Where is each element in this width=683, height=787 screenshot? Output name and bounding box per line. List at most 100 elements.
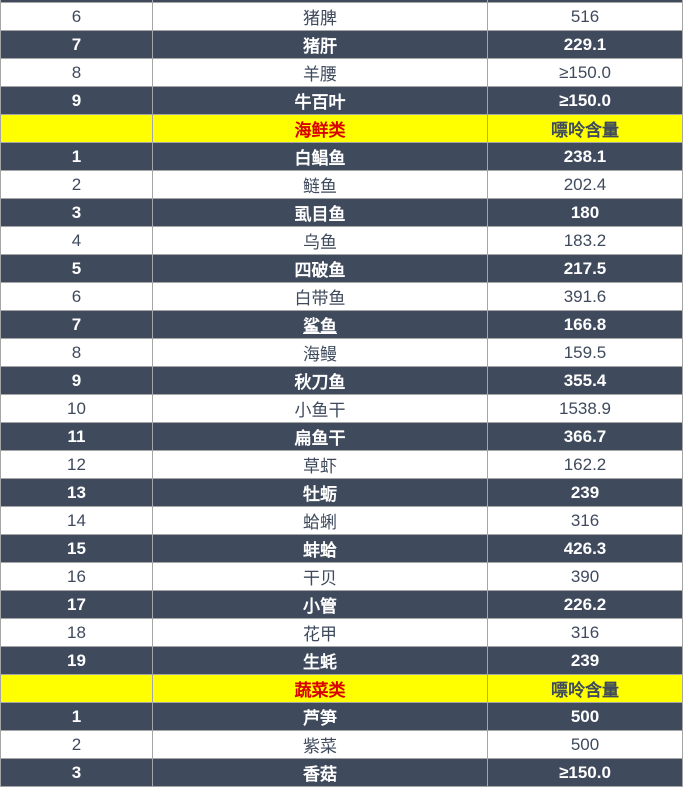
purine-value: 166.8: [563, 314, 607, 334]
purine-value: 500: [570, 706, 600, 726]
row-number-cell: [1, 675, 153, 702]
purine-value: 202.4: [563, 174, 607, 194]
row-number: 2: [1, 171, 153, 198]
food-name: 猪脾: [153, 3, 488, 30]
category-header-row: 蔬菜类 嘌呤含量: [1, 675, 682, 703]
row-number: 8: [1, 339, 153, 366]
row-number: 11: [1, 423, 153, 450]
table-row: 2 鲢鱼 202.4: [1, 171, 682, 199]
purine-value: 162.2: [563, 454, 607, 474]
food-name: 蚌蛤: [153, 535, 488, 562]
table-row: 17 小管 226.2: [1, 591, 682, 619]
purine-value: 316: [570, 510, 600, 530]
food-name: 花甲: [153, 619, 488, 646]
table-row: 6 白带鱼 391.6: [1, 283, 682, 311]
table-row: 7 猪肝 229.1: [1, 31, 682, 59]
table-row: 14 蛤蜊 316: [1, 507, 682, 535]
row-number: 6: [1, 283, 153, 310]
food-name-cell: [153, 0, 488, 2]
purine-value: 391.6: [563, 286, 607, 306]
food-name: 草虾: [153, 451, 488, 478]
value-column-label: 嘌呤含量: [551, 681, 619, 700]
row-number: 12: [1, 451, 153, 478]
purine-value: 366.7: [563, 426, 607, 446]
food-name: 牛百叶: [153, 87, 488, 114]
purine-value: 355.4: [563, 370, 607, 390]
food-name: 生蚝: [153, 647, 488, 674]
purine-value: 239: [570, 482, 600, 502]
row-number: 17: [1, 591, 153, 618]
table-row: 4 乌鱼 183.2: [1, 227, 682, 255]
purine-value: 226.2: [563, 594, 607, 614]
category-label: 海鲜类: [153, 115, 488, 142]
purine-value: ≥150.0: [559, 90, 611, 110]
food-name: 鲨鱼: [153, 311, 488, 338]
food-name: 干贝: [153, 563, 488, 590]
purine-value: ≥150.0: [559, 762, 611, 782]
row-number: 6: [1, 3, 153, 30]
purine-value: 1538.9: [559, 398, 611, 418]
row-number: 19: [1, 647, 153, 674]
table-row: 10 小鱼干 1538.9: [1, 395, 682, 423]
table-row: 3 虱目鱼 180: [1, 199, 682, 227]
table-row: 11 扁鱼干 366.7: [1, 423, 682, 451]
row-number: 3: [1, 199, 153, 226]
food-name: 乌鱼: [153, 227, 488, 254]
food-name: 四破鱼: [153, 255, 488, 282]
food-name: 鲢鱼: [153, 171, 488, 198]
partial-row-top: [1, 0, 682, 3]
table-row: 1 芦笋 500: [1, 703, 682, 731]
category-label: 蔬菜类: [153, 675, 488, 702]
row-number: 10: [1, 395, 153, 422]
row-number: 15: [1, 535, 153, 562]
row-number: 7: [1, 311, 153, 338]
purine-value: 239: [570, 650, 600, 670]
row-number: 3: [1, 759, 153, 786]
row-number: 9: [1, 367, 153, 394]
row-number-cell: [1, 0, 153, 2]
purine-value: 183.2: [563, 230, 607, 250]
food-name: 猪肝: [153, 31, 488, 58]
table-row: 16 干贝 390: [1, 563, 682, 591]
food-name: 小管: [153, 591, 488, 618]
table-row: 8 海鳗 159.5: [1, 339, 682, 367]
row-number: 8: [1, 59, 153, 86]
table-row: 8 羊腰 ≥150.0: [1, 59, 682, 87]
food-name: 白鲳鱼: [153, 143, 488, 170]
row-number: 2: [1, 731, 153, 758]
purine-value: ≥150.0: [559, 62, 611, 82]
table-row: 18 花甲 316: [1, 619, 682, 647]
food-name: 海鳗: [153, 339, 488, 366]
food-name: 牡蛎: [153, 479, 488, 506]
row-number: 14: [1, 507, 153, 534]
food-name: 蛤蜊: [153, 507, 488, 534]
purine-value-cell: [488, 0, 682, 2]
food-name: 羊腰: [153, 59, 488, 86]
table-row: 9 牛百叶 ≥150.0: [1, 87, 682, 115]
purine-value: 229.1: [563, 34, 607, 54]
table-row: 5 四破鱼 217.5: [1, 255, 682, 283]
table-row: 7 鲨鱼 166.8: [1, 311, 682, 339]
row-number: 1: [1, 143, 153, 170]
row-number: 4: [1, 227, 153, 254]
purine-value: 180: [570, 202, 600, 222]
purine-value: 316: [570, 622, 600, 642]
row-number: 7: [1, 31, 153, 58]
category-header-row: 海鲜类 嘌呤含量: [1, 115, 682, 143]
purine-value: 238.1: [563, 146, 607, 166]
row-number-cell: [1, 115, 153, 142]
table-row: 6 猪脾 516: [1, 3, 682, 31]
purine-value: 390: [570, 566, 600, 586]
table-row: 1 白鲳鱼 238.1: [1, 143, 682, 171]
purine-value: 217.5: [563, 258, 607, 278]
food-name: 小鱼干: [153, 395, 488, 422]
food-name: 紫菜: [153, 731, 488, 758]
row-number: 9: [1, 87, 153, 114]
purine-value: 500: [570, 734, 600, 754]
food-name: 香菇: [153, 759, 488, 786]
table-row: 13 牡蛎 239: [1, 479, 682, 507]
table-row: 19 生蚝 239: [1, 647, 682, 675]
food-name: 芦笋: [153, 703, 488, 730]
purine-value: 426.3: [563, 538, 607, 558]
